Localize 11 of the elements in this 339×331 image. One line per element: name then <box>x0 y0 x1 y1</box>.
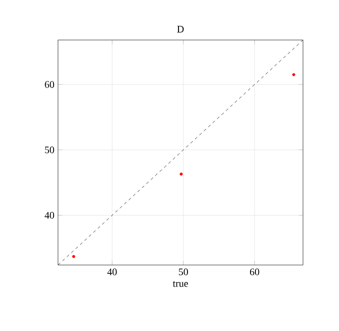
x-axis-title: true <box>172 281 188 287</box>
y-tick-label: 60 <box>44 81 54 88</box>
chart-title: D <box>177 26 184 32</box>
point <box>72 254 76 258</box>
x-tick-label: 40 <box>107 268 117 276</box>
point <box>180 172 183 176</box>
y-tick-label: 40 <box>44 212 54 219</box>
x-tick-label: 60 <box>250 268 260 276</box>
y-tick-label: 50 <box>45 146 54 154</box>
x-tick-label: 50 <box>178 268 188 276</box>
point <box>292 73 296 76</box>
